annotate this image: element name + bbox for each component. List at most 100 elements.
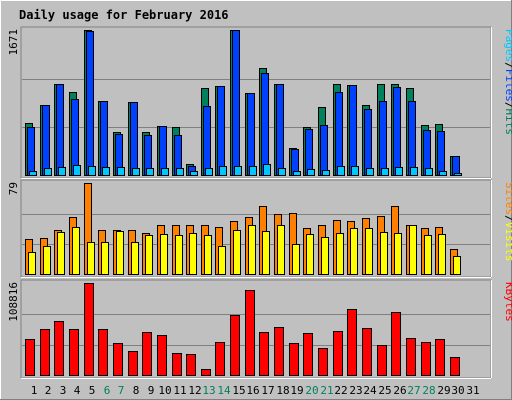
bar-visits-day-28 [424,235,432,275]
x-tick-day-19: 19 [290,384,303,397]
x-tick-day-22: 22 [334,384,347,397]
bar-kbytes-day-26 [391,312,401,376]
x-tick-day-12: 12 [188,384,201,397]
x-tick-day-20: 20 [305,384,318,397]
bar-files-day-8 [130,102,138,176]
x-tick-day-8: 8 [133,384,140,397]
bar-pages-day-10 [161,168,169,176]
bar-kbytes-day-28 [421,342,431,376]
bar-visits-day-4 [72,227,80,275]
bar-visits-day-27 [409,225,417,275]
bar-kbytes-day-12 [186,354,196,376]
bar-visits-day-24 [365,228,373,275]
bar-files-day-3 [56,84,64,176]
bar-visits-day-1 [28,252,36,275]
x-tick-day-16: 16 [246,384,259,397]
bar-visits-day-11 [175,235,183,275]
bar-visits-day-19 [292,244,300,275]
x-tick-day-2: 2 [45,384,52,397]
legend-segment: KBytes [503,282,512,322]
bar-visits-day-5 [87,242,95,275]
bar-files-day-6 [100,101,108,176]
bar-files-day-26 [393,87,401,176]
x-axis: 1 2 3 4 5 6 7 8 9 10 11 12 13 14 15 16 17 18 19 20 21 22 23 24 2… [31,384,480,397]
bar-kbytes-day-3 [54,321,64,376]
bar-pages-day-2 [44,168,52,176]
bar-visits-day-23 [350,228,358,275]
x-tick-day-30: 30 [451,384,464,397]
bar-kbytes-day-19 [289,343,299,376]
legend-segment: Files [503,69,512,102]
bar-visits-day-20 [306,234,314,275]
legend-segment: Hits [503,109,512,136]
bar-files-day-15 [232,30,240,176]
bar-visits-day-13 [204,235,212,275]
bar-kbytes-day-23 [347,309,357,376]
bar-pages-day-16 [249,166,257,176]
bar-kbytes-day-18 [274,327,284,376]
bar-visits-day-8 [131,242,139,275]
legend-label: KBytes [503,282,512,322]
bar-files-day-14 [217,86,225,176]
y-max-label: 79 [7,182,20,195]
bar-pages-day-7 [117,167,125,176]
x-tick-day-15: 15 [232,384,245,397]
bar-visits-day-2 [43,246,51,275]
bar-pages-day-29 [439,171,447,176]
bar-kbytes-day-6 [98,329,108,376]
bar-kbytes-day-27 [406,338,416,376]
bar-kbytes-day-2 [40,329,50,376]
bar-pages-day-20 [307,169,315,176]
bar-kbytes-day-13 [201,369,211,376]
bar-kbytes-day-1 [25,339,35,376]
bar-kbytes-day-4 [69,329,79,376]
bar-pages-day-27 [410,167,418,176]
bar-visits-day-21 [321,237,329,275]
bar-files-day-16 [247,93,255,176]
x-tick-day-31: 31 [466,384,479,397]
legend-segment: Visits [503,222,512,262]
bar-kbytes-day-30 [450,357,460,376]
bar-files-day-22 [335,92,343,176]
x-tick-day-29: 29 [437,384,450,397]
x-tick-day-1: 1 [31,384,38,397]
bar-visits-day-17 [262,231,270,275]
bar-visits-day-6 [101,242,109,275]
legend-segment: / [503,102,512,109]
bar-visits-day-10 [160,234,168,275]
x-tick-day-23: 23 [349,384,362,397]
bar-pages-day-11 [176,168,184,176]
bar-kbytes-day-21 [318,348,328,376]
bar-kbytes-day-15 [230,315,240,376]
x-tick-day-14: 14 [217,384,231,397]
bar-files-day-29 [437,131,445,176]
x-tick-day-4: 4 [74,384,81,397]
x-tick-day-13: 13 [202,384,215,397]
bar-visits-day-18 [277,225,285,275]
x-tick-day-21: 21 [320,384,333,397]
legend-segment: Pages [503,29,512,62]
bar-pages-day-15 [234,166,242,176]
panel-kbytes: 108816 KBytes [7,279,512,379]
bar-visits-day-22 [336,233,344,275]
bar-pages-day-6 [102,167,110,176]
legend-segment: / [503,215,512,222]
bar-kbytes-day-25 [377,345,387,376]
bar-visits-day-16 [248,225,256,275]
bar-pages-day-14 [219,166,227,176]
x-tick-day-10: 10 [158,384,171,397]
x-tick-day-6: 6 [104,384,111,397]
x-tick-day-9: 9 [148,384,155,397]
x-tick-day-3: 3 [60,384,67,397]
bar-pages-day-28 [425,168,433,176]
bar-visits-day-14 [218,246,226,275]
bar-kbytes-day-5 [84,283,94,376]
x-tick-day-24: 24 [363,384,377,397]
x-tick-day-18: 18 [276,384,289,397]
bar-pages-day-30 [454,173,462,176]
bar-visits-day-15 [233,230,241,275]
bar-kbytes-day-17 [259,332,269,376]
bar-kbytes-day-29 [435,339,445,376]
legend-label: Sites/Visits [503,182,512,262]
